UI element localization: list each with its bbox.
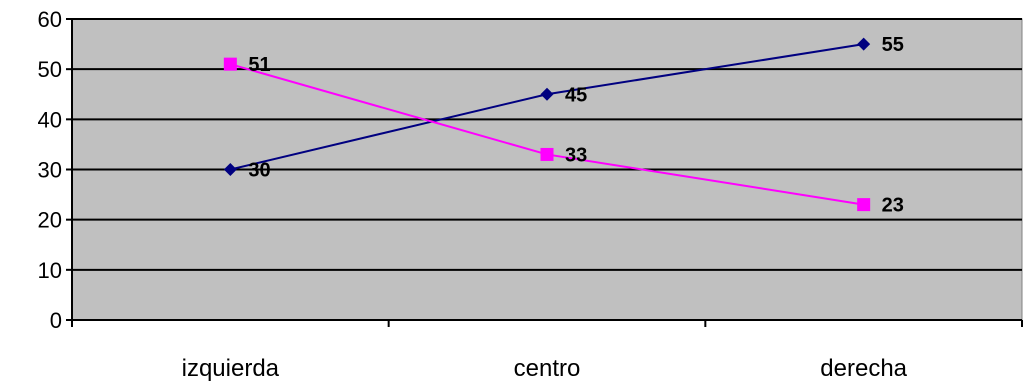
y-tick-label: 10 bbox=[38, 258, 62, 283]
data-label: 23 bbox=[882, 195, 904, 217]
x-axis-ticks: izquierda centro derecha bbox=[71, 320, 1023, 382]
series-1-point bbox=[223, 57, 237, 71]
data-label: 33 bbox=[565, 144, 587, 166]
data-label: 55 bbox=[882, 34, 904, 56]
y-tick-label: 0 bbox=[50, 308, 62, 333]
y-tick-label: 50 bbox=[38, 57, 62, 82]
y-tick-label: 60 bbox=[38, 7, 62, 32]
x-tick-label-izquierda: izquierda bbox=[182, 355, 280, 382]
data-label: 45 bbox=[565, 84, 587, 106]
series-layer bbox=[223, 37, 871, 212]
y-axis-ticks: 0 10 20 30 40 50 60 bbox=[38, 7, 72, 333]
data-label: 30 bbox=[248, 160, 270, 182]
series-1 bbox=[223, 57, 871, 212]
x-tick-label-derecha: derecha bbox=[820, 355, 907, 382]
data-labels: 30 45 55 51 33 23 bbox=[248, 34, 904, 217]
y-tick-label: 20 bbox=[38, 208, 62, 233]
y-tick-label: 40 bbox=[38, 107, 62, 132]
series-0-point bbox=[540, 87, 554, 101]
series-0-point bbox=[223, 163, 237, 176]
series-1-point bbox=[540, 147, 554, 161]
y-tick-label: 30 bbox=[38, 158, 62, 183]
series-0-point bbox=[857, 37, 871, 51]
series-0 bbox=[223, 37, 871, 176]
x-tick-label-centro: centro bbox=[514, 355, 581, 382]
data-label: 51 bbox=[248, 54, 270, 76]
series-1-point bbox=[857, 198, 871, 212]
